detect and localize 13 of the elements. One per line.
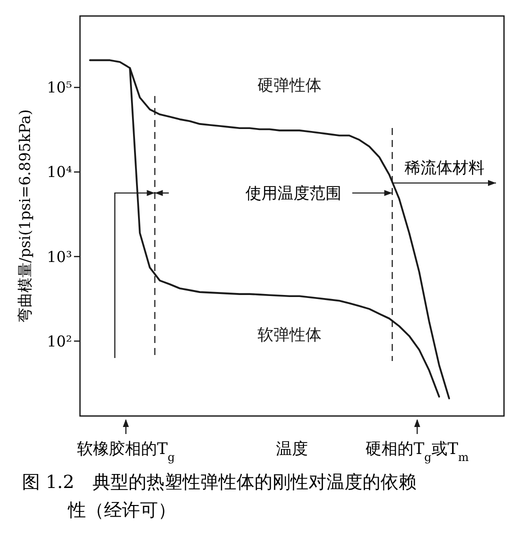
text: 硬相的T$_{g}$或T$_{m}$	[366, 439, 470, 464]
annotation: 使用温度范围	[246, 184, 342, 203]
annotation: 稀流体材料	[404, 158, 484, 177]
text: 软橡胶相的T$_{g}$	[76, 439, 175, 464]
text: 硬弹性体	[258, 75, 322, 94]
y-tick-label: 10⁵	[46, 78, 72, 97]
series-label: 软弹性体	[258, 325, 322, 344]
text: 图 1.2 典型的热塑性弹性体的刚性对温度的依赖性（经许可）	[22, 472, 416, 521]
y-tick-label: 10²	[46, 332, 72, 350]
y-axis-title: 弯曲模量/psi(1psi=6.895kPa)	[16, 109, 34, 323]
y-tick-label: 10⁴	[46, 163, 72, 182]
x-axis-title: 温度	[276, 439, 308, 458]
y-tick-label: 10³	[46, 248, 72, 266]
